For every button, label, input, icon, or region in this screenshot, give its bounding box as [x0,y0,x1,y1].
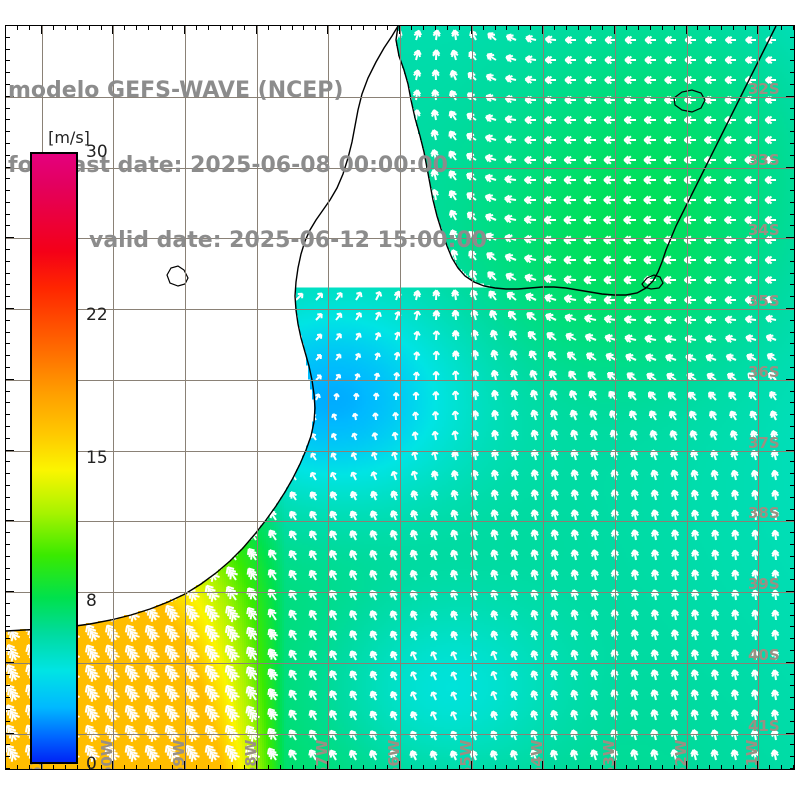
latitude-label: 32S [748,80,780,98]
longitude-label: 52W [672,739,690,770]
longitude-label: 54W [528,739,546,770]
latitude-label: 41S [748,717,780,735]
colorbar-legend: [m/s] 30 22 15 8 0 [30,128,108,774]
map-panel: 61W60W59W58W57W56W55W54W53W52W51W 32S33S… [5,25,795,770]
title-model-line: modelo GEFS-WAVE (NCEP) [8,78,344,103]
latitude-label: 34S [748,221,780,239]
latitude-label: 38S [748,504,780,522]
latitude-label: 33S [748,151,780,169]
longitude-label: 60W [98,739,116,770]
latitude-label: 35S [748,292,780,310]
longitude-label: 59W [170,739,188,770]
longitude-label: 58W [242,739,260,770]
longitude-label: 57W [313,739,331,770]
latitude-label: 37S [748,434,780,452]
latitude-label: 39S [748,575,780,593]
longitude-label: 53W [600,739,618,770]
colorbar-gradient [30,152,78,764]
colorbar-tick-label: 22 [86,305,108,325]
colorbar-tick-label: 0 [86,754,97,774]
title-valid-date: valid date: 2025-06-12 15:00:00 [89,228,487,253]
colorbar-tick-label: 8 [86,591,97,611]
colorbar-tick-label: 15 [86,448,108,468]
longitude-label: 55W [457,739,475,770]
longitude-label: 56W [385,739,403,770]
colorbar-tick-label: 30 [86,142,108,162]
latitude-label: 36S [748,363,780,381]
longitude-label: 51W [743,739,761,770]
latitude-label: 40S [748,646,780,664]
